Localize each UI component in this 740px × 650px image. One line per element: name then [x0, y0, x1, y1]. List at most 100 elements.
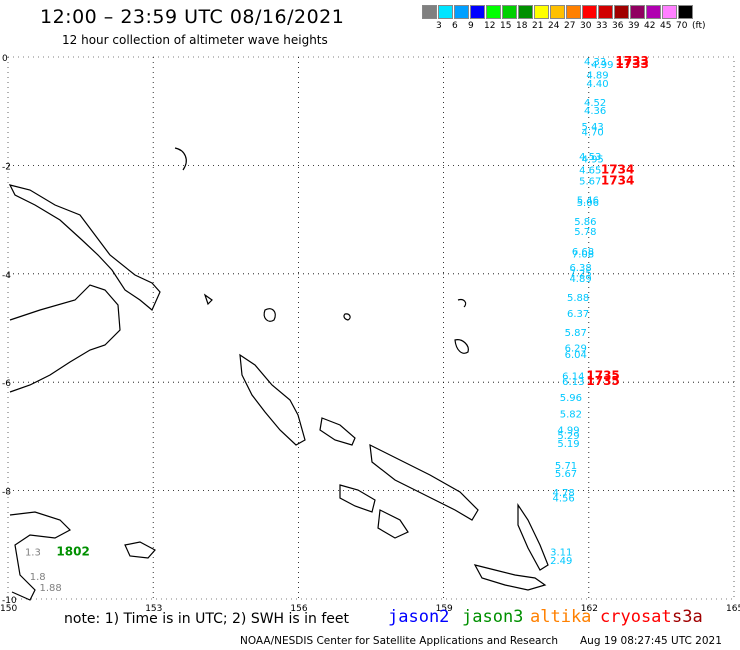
scale-swatch — [614, 5, 629, 19]
lon-tick-label: 165 — [726, 604, 740, 614]
legend-cryosat: cryosat — [600, 607, 672, 627]
wave-height-label: 4.65 — [579, 166, 601, 177]
scale-label: 33 — [596, 21, 608, 31]
coastline-guadalcanal — [377, 509, 409, 539]
wave-height-label: 4.70 — [582, 128, 604, 139]
wave-height-label: 5.71 — [555, 461, 577, 472]
wave-height-label: 1733 — [615, 57, 648, 71]
coastline-dentrecasteaux — [124, 541, 156, 559]
scale-swatch — [678, 5, 693, 19]
credit-line: NOAA/NESDIS Center for Satellite Applica… — [240, 635, 558, 647]
coastline-manus-islet — [174, 147, 187, 171]
wave-height-label: 3.11 — [550, 548, 572, 559]
map-subtitle: 12 hour collection of altimeter wave hei… — [62, 33, 328, 47]
wave-height-label: 7.08 — [572, 250, 594, 261]
wave-height-label: 5.78 — [574, 227, 596, 238]
lon-tick-label: 159 — [436, 604, 453, 614]
wave-height-label: 4.40 — [586, 79, 608, 90]
scale-label: 39 — [628, 21, 640, 31]
scale-swatch — [470, 5, 485, 19]
coastline-islet-b — [343, 313, 351, 321]
wave-height-label: 4.56 — [553, 493, 575, 504]
scale-label: 70 — [676, 21, 688, 31]
coastline-malaita — [517, 503, 549, 571]
scale-label: 36 — [612, 21, 624, 31]
scale-label: 21 — [532, 21, 544, 31]
wave-height-label: 6.29 — [565, 343, 587, 354]
legend-s3a: s3a — [672, 607, 703, 627]
wave-height-label: 4.52 — [584, 98, 606, 109]
scale-swatch — [598, 5, 613, 19]
wave-height-label: 6.13 — [562, 377, 584, 388]
wave-height-label: 4.78 — [553, 488, 575, 499]
scale-label: 24 — [548, 21, 560, 31]
coastline-islet-a — [263, 308, 276, 322]
scale-swatch — [486, 5, 501, 19]
wave-height-label: 6.38 — [569, 263, 591, 274]
wave-height-label: 5.86 — [574, 217, 596, 228]
wave-height-label: 5.67 — [555, 469, 577, 480]
wave-height-label: 1734 — [601, 173, 634, 187]
lat-tick-label: 0 — [2, 54, 8, 64]
wave-height-label: 1.3 — [25, 548, 41, 559]
lon-tick-label: 156 — [290, 604, 307, 614]
observation-labels: 4.334.994.894.404.524.365.434.704.534.95… — [25, 54, 649, 594]
wave-height-label: 6.37 — [567, 309, 589, 320]
legend-jason2: jason2 — [388, 607, 450, 627]
map-title: 12:00 – 23:59 UTC 08/16/2021 — [40, 6, 345, 28]
coastline-islet-c — [203, 293, 213, 306]
wave-height-label: 5.43 — [582, 122, 604, 133]
scale-swatch — [422, 5, 437, 19]
scale-swatch — [550, 5, 565, 19]
coastline-makira — [473, 564, 547, 591]
wave-height-label: 1733 — [615, 54, 648, 68]
legend-altika: altika — [530, 607, 592, 627]
wave-height-label: 6.14 — [562, 371, 584, 382]
wave-height-label: 6.68 — [572, 247, 594, 258]
wave-height-label: 4.33 — [584, 57, 606, 68]
wave-height-label: 4.95 — [582, 155, 604, 166]
graticule — [7, 56, 735, 600]
lat-tick-label: -4 — [2, 271, 11, 281]
lon-tick-label: 150 — [0, 604, 17, 614]
wave-height-label: 1.88 — [39, 583, 61, 594]
wave-height-label: 5.46 — [577, 195, 599, 206]
wave-height-label: 5.96 — [560, 393, 582, 404]
color-scale-labels: 3 6 9 12 15 18 21 24 27 30 33 36 39 42 45 70 (ft) — [422, 21, 740, 35]
scale-label: 45 — [660, 21, 672, 31]
scale-swatch — [630, 5, 645, 19]
coastline-papua-tip — [9, 511, 71, 601]
wave-height-label: 5.82 — [560, 409, 582, 420]
coastline-santa-isabel — [369, 443, 479, 521]
scale-label: 9 — [468, 21, 474, 31]
wave-height-label: 7.25 — [569, 269, 591, 280]
wave-height-label: 1734 — [601, 163, 634, 177]
coastline-bougainville — [239, 353, 306, 446]
scale-label: 6 — [452, 21, 458, 31]
wave-height-label: 5.06 — [577, 198, 599, 209]
scale-swatch — [454, 5, 469, 19]
scale-label: 15 — [500, 21, 512, 31]
lon-tick-label: 162 — [581, 604, 598, 614]
scale-swatch — [662, 5, 677, 19]
coastline-ontong-java — [454, 339, 469, 354]
wave-height-label: 5.19 — [557, 439, 579, 450]
lat-tick-label: -6 — [2, 379, 11, 389]
wave-height-label: 4.53 — [579, 152, 601, 163]
wave-height-label: 4.99 — [591, 60, 613, 71]
wave-height-label: 4.99 — [557, 426, 579, 437]
wave-height-label: 4.36 — [584, 106, 606, 117]
scale-label: 3 — [436, 21, 442, 31]
scale-label: 12 — [484, 21, 496, 31]
wave-height-label: 5.87 — [565, 328, 587, 339]
wave-height-label: 5.88 — [567, 293, 589, 304]
footer-note: note: 1) Time is in UTC; 2) SWH is in fe… — [64, 611, 350, 627]
wave-height-label: 1802 — [56, 545, 89, 559]
coastline-nukumanu — [457, 298, 467, 308]
generation-timestamp: Aug 19 08:27:45 UTC 2021 — [580, 635, 722, 647]
map-frame — [7, 56, 735, 600]
scale-swatch — [582, 5, 597, 19]
scale-label: 18 — [516, 21, 528, 31]
